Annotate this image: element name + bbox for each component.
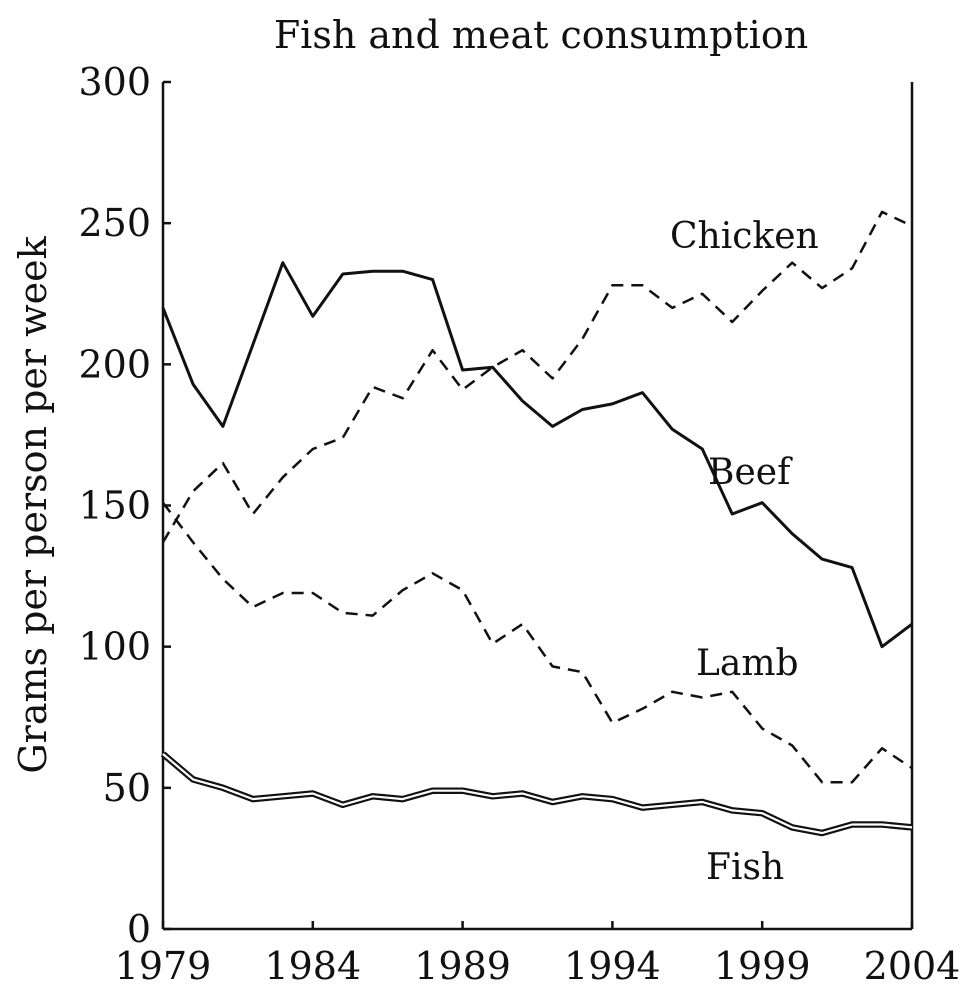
series-line-chicken <box>161 210 913 543</box>
y-tick-label: 150 <box>78 484 151 528</box>
y-tick-label: 100 <box>78 625 151 669</box>
series-chicken <box>161 210 913 543</box>
x-tick-label: 1999 <box>714 944 811 988</box>
y-axis-label: Grams per person per week <box>11 235 55 773</box>
series-line-beef <box>161 261 913 649</box>
x-tick-label: 2004 <box>864 944 961 988</box>
series-layer <box>160 210 913 837</box>
x-ticks: 1979 1984 1989 1994 1999 2004 <box>115 921 961 988</box>
series-fish <box>160 751 913 837</box>
series-line-fish-inner <box>162 753 913 835</box>
series-beef <box>161 261 913 649</box>
series-label-beef: Beef <box>708 452 793 493</box>
x-tick-label: 1994 <box>564 944 661 988</box>
series-label-lamb: Lamb <box>696 643 799 684</box>
chart-title: Fish and meat consumption <box>274 13 808 57</box>
series-lamb <box>162 501 913 784</box>
x-tick-label: 1979 <box>115 944 212 988</box>
y-tick-label: 200 <box>78 342 151 386</box>
y-tick-label: 0 <box>127 907 151 951</box>
y-tick-label: 250 <box>78 201 151 245</box>
series-label-chicken: Chicken <box>670 216 819 257</box>
y-tick-label: 50 <box>103 766 151 810</box>
y-ticks: 0 50 100 150 200 250 300 <box>78 60 171 951</box>
x-tick-label: 1984 <box>264 944 361 988</box>
y-tick-label: 300 <box>78 60 151 104</box>
x-tick-label: 1989 <box>414 944 511 988</box>
series-label-fish: Fish <box>706 847 784 888</box>
series-line-lamb <box>162 501 913 784</box>
series-line-fish-outer <box>160 751 913 837</box>
